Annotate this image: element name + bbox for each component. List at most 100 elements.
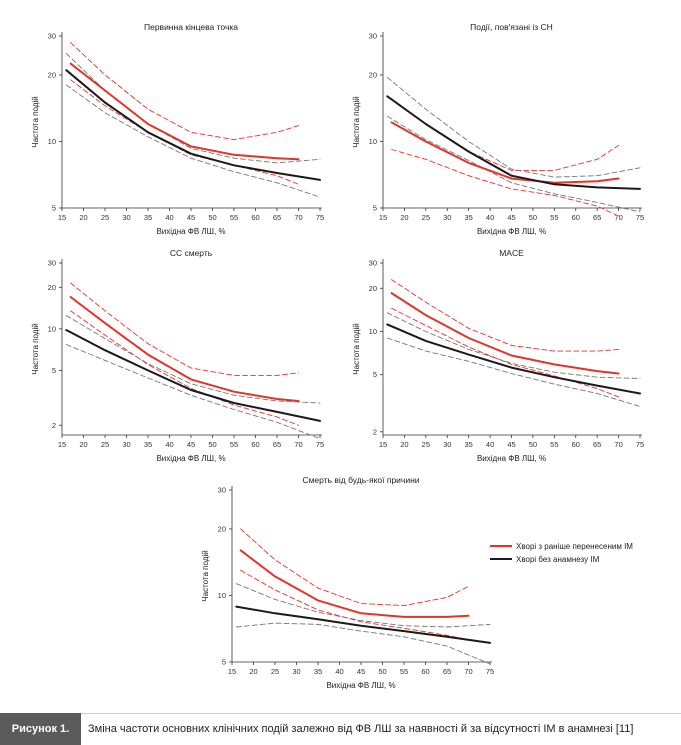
x-axis-label: Вихідна ФВ ЛШ, % xyxy=(477,454,546,463)
x-tick-label: 20 xyxy=(79,440,87,449)
x-tick-label: 50 xyxy=(208,213,216,222)
confidence-band-line xyxy=(386,337,641,407)
x-tick-label: 30 xyxy=(122,440,130,449)
y-axis-label: Частота подій xyxy=(352,96,361,147)
x-tick-label: 60 xyxy=(251,213,259,222)
x-axis-label: Вихідна ФВ ЛШ, % xyxy=(156,227,225,236)
x-tick-label: 60 xyxy=(572,440,580,449)
y-tick-label: 30 xyxy=(48,259,56,268)
series-line xyxy=(69,62,300,161)
series-line xyxy=(239,549,470,618)
y-tick-label: 5 xyxy=(222,658,226,667)
x-tick-label: 70 xyxy=(614,440,622,449)
y-axis-label: Частота подій xyxy=(201,550,210,601)
x-tick-label: 45 xyxy=(357,667,365,676)
x-tick-label: 70 xyxy=(294,213,302,222)
series-line xyxy=(390,121,620,184)
chart-panel-5: Смерть від будь-якої причини 15 20 25 30 35 40… xyxy=(201,475,494,690)
x-tick-label: 25 xyxy=(422,440,430,449)
figure-caption: Рисунок 1. Зміна частоти основних клініч… xyxy=(0,713,681,745)
caption-divider xyxy=(81,713,681,714)
y-tick-label: 5 xyxy=(373,370,377,379)
x-tick-label: 30 xyxy=(443,440,451,449)
confidence-band-line xyxy=(386,115,641,213)
y-tick-label: 20 xyxy=(369,70,377,79)
chart-title: MACE xyxy=(499,248,524,258)
y-tick-label: 30 xyxy=(218,486,226,495)
x-tick-label: 65 xyxy=(443,667,451,676)
chart-title: Первинна кінцева точка xyxy=(144,22,238,32)
x-tick-label: 45 xyxy=(507,213,515,222)
y-tick-label: 30 xyxy=(369,259,377,268)
series-line xyxy=(386,323,641,395)
x-tick-label: 60 xyxy=(251,440,259,449)
x-tick-label: 35 xyxy=(144,440,152,449)
y-tick-label: 20 xyxy=(48,283,56,292)
x-tick-label: 35 xyxy=(464,440,472,449)
x-tick-label: 25 xyxy=(422,213,430,222)
y-tick-label: 5 xyxy=(52,204,56,213)
x-tick-label: 40 xyxy=(335,667,343,676)
chart-title: Смерть від будь-якої причини xyxy=(302,475,419,485)
y-tick-label: 5 xyxy=(52,366,56,375)
x-tick-label: 15 xyxy=(379,440,387,449)
x-tick-label: 45 xyxy=(187,440,195,449)
confidence-band-line xyxy=(65,344,321,440)
x-tick-label: 55 xyxy=(550,440,558,449)
x-tick-label: 65 xyxy=(593,213,601,222)
caption-label: Рисунок 1. xyxy=(0,713,81,745)
x-tick-label: 65 xyxy=(273,213,281,222)
confidence-band-line xyxy=(65,53,321,164)
x-tick-label: 50 xyxy=(208,440,216,449)
x-tick-label: 35 xyxy=(144,213,152,222)
caption-text: Зміна частоти основних клінічних подій з… xyxy=(88,723,634,735)
x-tick-label: 40 xyxy=(165,440,173,449)
series-line xyxy=(386,95,641,190)
y-tick-label: 10 xyxy=(218,591,226,600)
x-tick-label: 70 xyxy=(294,440,302,449)
confidence-band-line xyxy=(70,310,299,426)
x-tick-label: 65 xyxy=(273,440,281,449)
chart-title: СС смерть xyxy=(170,248,213,258)
confidence-band-line xyxy=(235,622,491,665)
y-tick-label: 10 xyxy=(48,137,56,146)
confidence-band-line xyxy=(391,279,620,352)
chart-legend: Хворі з раніше перенесеним ІМ Хворі без а… xyxy=(490,542,633,564)
y-tick-label: 2 xyxy=(52,421,56,430)
x-tick-label: 75 xyxy=(636,440,644,449)
confidence-band-line xyxy=(240,569,469,641)
y-axis-label: Частота подій xyxy=(31,323,40,374)
x-tick-label: 50 xyxy=(378,667,386,676)
series-line xyxy=(235,605,491,644)
x-tick-label: 20 xyxy=(249,667,257,676)
x-tick-label: 55 xyxy=(400,667,408,676)
confidence-band-line xyxy=(386,76,641,178)
x-axis-label: Вихідна ФВ ЛШ, % xyxy=(156,454,225,463)
confidence-band-line xyxy=(70,79,299,185)
x-tick-label: 50 xyxy=(529,440,537,449)
y-tick-label: 20 xyxy=(218,524,226,533)
x-tick-label: 30 xyxy=(443,213,451,222)
y-tick-label: 10 xyxy=(369,327,377,336)
x-tick-label: 15 xyxy=(58,213,66,222)
x-tick-label: 75 xyxy=(316,213,324,222)
x-tick-label: 75 xyxy=(486,667,494,676)
x-tick-label: 50 xyxy=(529,213,537,222)
x-tick-label: 40 xyxy=(486,440,494,449)
confidence-band-line xyxy=(240,528,469,607)
x-tick-label: 25 xyxy=(101,213,109,222)
x-tick-label: 45 xyxy=(507,440,515,449)
x-tick-label: 35 xyxy=(464,213,472,222)
x-tick-label: 65 xyxy=(593,440,601,449)
x-tick-label: 25 xyxy=(271,667,279,676)
x-axis-label: Вихідна ФВ ЛШ, % xyxy=(326,681,395,690)
confidence-band-line xyxy=(386,312,641,379)
legend-label: Хворі без анамнезу ІМ xyxy=(516,555,600,564)
x-tick-label: 30 xyxy=(122,213,130,222)
x-tick-label: 25 xyxy=(101,440,109,449)
